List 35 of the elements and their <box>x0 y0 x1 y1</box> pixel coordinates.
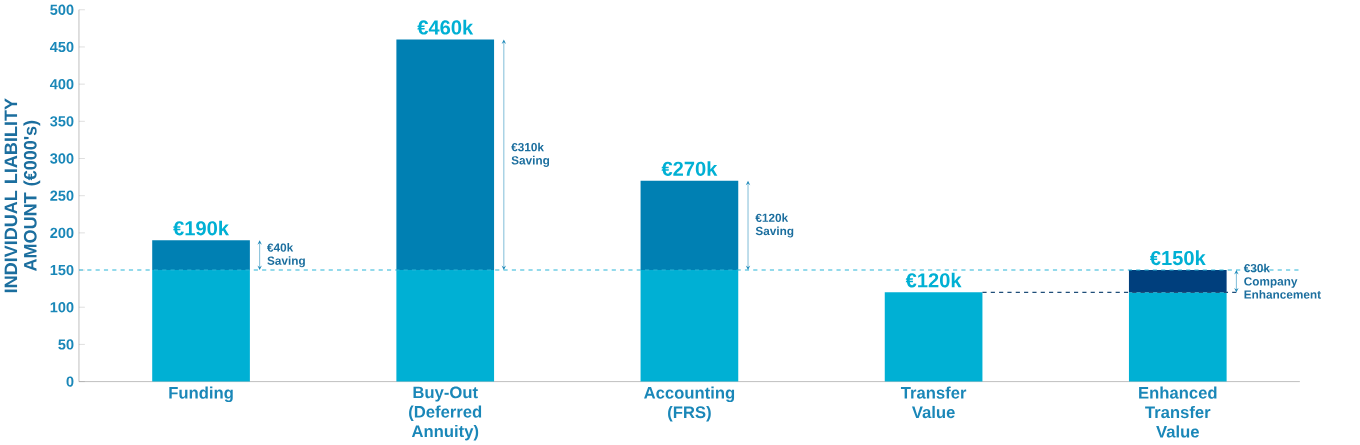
y-tick-label: 0 <box>66 376 74 387</box>
bar <box>640 270 739 382</box>
bar <box>884 292 983 382</box>
y-tick-label: 100 <box>50 302 74 313</box>
y-tick-label: 350 <box>50 116 74 127</box>
y-axis-title: INDIVIDUAL LIABILITY AMOUNT (€000's) <box>4 98 41 293</box>
total-label: €190k <box>173 220 230 236</box>
y-tick-label: 50 <box>58 339 74 350</box>
bar <box>152 240 250 271</box>
y-tick-label: 150 <box>50 264 74 276</box>
total-label: €270k <box>661 161 718 176</box>
annotation: €40k Saving <box>267 243 305 268</box>
bar <box>1128 292 1227 382</box>
bar <box>152 270 250 382</box>
y-tick-label: 500 <box>50 4 74 15</box>
x-tick-label: Enhanced Transfer Value <box>1139 386 1217 438</box>
bar <box>640 180 739 271</box>
total-label: €120k <box>905 272 962 288</box>
y-tick-label: 300 <box>50 153 74 164</box>
x-tick-label: Accounting (FRS) <box>644 386 735 422</box>
total-label: €460k <box>417 19 474 35</box>
annotation: €310k Saving <box>511 142 550 167</box>
y-tick-label: 250 <box>50 190 74 201</box>
x-tick-label: Funding <box>169 386 233 403</box>
bar <box>396 270 495 382</box>
annotation: €30k Company Enhancement <box>1243 263 1321 299</box>
y-tick-label: 400 <box>49 78 74 90</box>
y-tick-label: 450 <box>49 41 74 53</box>
x-tick-label: Transfer Value <box>900 386 967 419</box>
y-tick-label: 200 <box>50 227 74 239</box>
total-label: €150k <box>1149 250 1206 266</box>
x-tick-label: Buy-Out (Deferred Annuity) <box>409 386 482 441</box>
bar <box>1128 270 1227 293</box>
bar <box>396 39 495 271</box>
annotation: €120k Saving <box>755 213 794 238</box>
